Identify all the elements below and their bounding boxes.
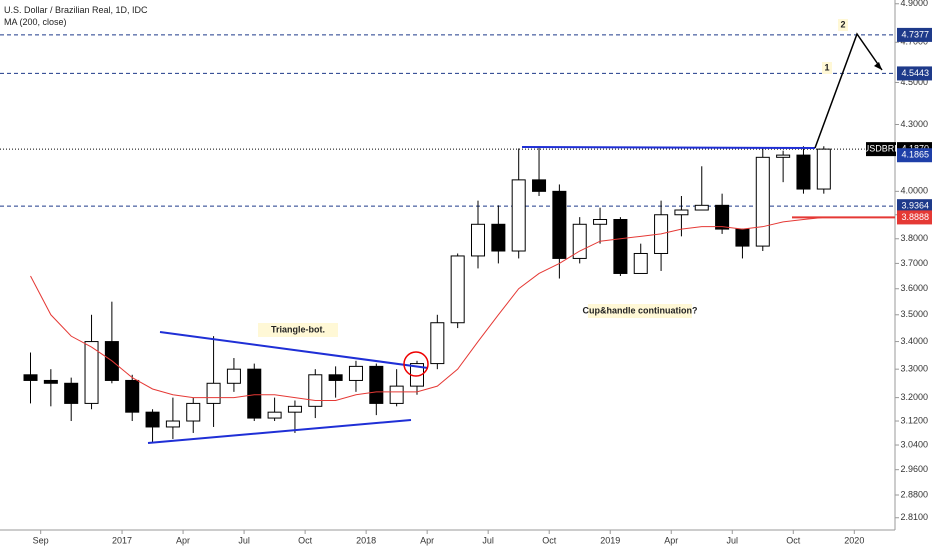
candle-body xyxy=(816,148,831,190)
candle-body xyxy=(247,368,262,419)
x-tick-label: Apr xyxy=(420,535,434,545)
candle-body xyxy=(226,368,241,384)
candle-body xyxy=(206,382,221,404)
candle-body xyxy=(633,252,648,274)
breakout-circle xyxy=(403,351,429,377)
candle-body xyxy=(450,255,465,324)
x-tick-label: Oct xyxy=(298,535,313,545)
candle-body xyxy=(84,341,99,404)
candle-body xyxy=(776,154,791,158)
symbol-bg xyxy=(866,142,896,157)
annotation-bg xyxy=(588,304,692,318)
y-tick-label: 3.2000 xyxy=(900,392,928,402)
candle-body xyxy=(430,322,445,365)
y-tick-label: 3.3000 xyxy=(900,364,928,374)
candle-body xyxy=(308,374,323,407)
candle-body xyxy=(471,223,486,257)
candle-body xyxy=(532,179,547,192)
y-tick-label: 3.8000 xyxy=(900,233,928,243)
annotation: Cup&handle continuation? xyxy=(583,305,698,315)
candle-body xyxy=(64,382,79,404)
ma-value-label-bg xyxy=(897,210,932,225)
candle-body xyxy=(389,385,404,404)
y-tick-label: 3.7000 xyxy=(900,258,928,268)
candle-body xyxy=(735,228,750,247)
candle-body xyxy=(715,204,730,230)
annotation-bg xyxy=(258,323,338,337)
level-label-bg xyxy=(897,27,932,42)
annotation-bg xyxy=(822,62,832,74)
y-tick-label: 3.1200 xyxy=(900,415,928,425)
resistance-line xyxy=(521,146,816,149)
annotation-bg xyxy=(838,19,848,31)
candle-body xyxy=(674,209,689,216)
arrow-head xyxy=(874,62,882,70)
x-tick-label: Sep xyxy=(33,535,49,545)
candle-body xyxy=(796,154,811,190)
candle-body xyxy=(43,379,58,384)
candle-body xyxy=(328,374,343,381)
candle-body xyxy=(593,219,608,225)
candle-body xyxy=(694,204,709,211)
triangle-top xyxy=(159,331,429,369)
y-tick-label: 3.4000 xyxy=(900,336,928,346)
candle-body xyxy=(287,405,302,413)
projection-arrow xyxy=(814,32,883,149)
x-tick-label: Apr xyxy=(176,535,190,545)
x-tick-label: Jul xyxy=(727,535,739,545)
candle-body xyxy=(552,190,567,259)
y-tick-label: 3.6000 xyxy=(900,283,928,293)
plot xyxy=(0,34,895,442)
x-tick-label: Oct xyxy=(542,535,557,545)
y-tick-label: 4.5000 xyxy=(900,77,928,87)
price-marker-bg xyxy=(897,148,932,163)
y-tick-label: 4.0000 xyxy=(900,186,928,196)
x-tick-label: Oct xyxy=(786,535,801,545)
candle-body xyxy=(369,365,384,404)
ma-line xyxy=(30,216,824,402)
annotation: 2 xyxy=(840,19,845,29)
x-tick-label: 2020 xyxy=(844,535,864,545)
y-tick-label: 2.8100 xyxy=(900,512,928,522)
y-tick-label: 2.8800 xyxy=(900,489,928,499)
y-tick-label: 4.9000 xyxy=(900,0,928,8)
y-tick-label: 2.9600 xyxy=(900,464,928,474)
candle-body xyxy=(165,420,180,428)
annotation: 1 xyxy=(824,62,829,72)
y-tick-label: 3.0400 xyxy=(900,439,928,449)
chart-title: U.S. Dollar / Brazilian Real, 1D, IDC xyxy=(4,5,148,15)
y-tick-label: 3.5000 xyxy=(900,309,928,319)
x-tick-label: Jul xyxy=(482,535,494,545)
x-tick-label: 2019 xyxy=(600,535,620,545)
candle-body xyxy=(348,365,363,381)
candle-body xyxy=(755,156,770,247)
candle-body xyxy=(491,223,506,252)
candle-body xyxy=(23,374,38,381)
candle-body xyxy=(267,411,282,419)
symbol-label: USDBRL xyxy=(863,143,900,153)
x-tick-label: Jul xyxy=(238,535,250,545)
candle-body xyxy=(613,219,628,274)
x-tick-label: 2017 xyxy=(112,535,132,545)
ma-value-label: 3.8888 xyxy=(901,212,929,222)
y-tick-label: 4.3000 xyxy=(900,119,928,129)
candle-body xyxy=(145,411,160,428)
level-label-bg xyxy=(897,199,932,214)
level-label: 4.7377 xyxy=(901,29,929,39)
level-label-bg xyxy=(897,66,932,81)
price-marker: 4.1865 xyxy=(901,150,929,160)
triangle-bottom xyxy=(147,419,412,444)
candle-body xyxy=(511,179,526,252)
x-tick-label: Apr xyxy=(664,535,678,545)
candle-body xyxy=(125,379,140,413)
level-label: 3.9364 xyxy=(901,201,929,211)
level-label: 4.5443 xyxy=(901,68,929,78)
x-tick-label: 2018 xyxy=(356,535,376,545)
indicator-label: MA (200, close) xyxy=(4,17,67,27)
annotation: Triangle-bot. xyxy=(271,324,325,334)
candle-body xyxy=(186,402,201,422)
